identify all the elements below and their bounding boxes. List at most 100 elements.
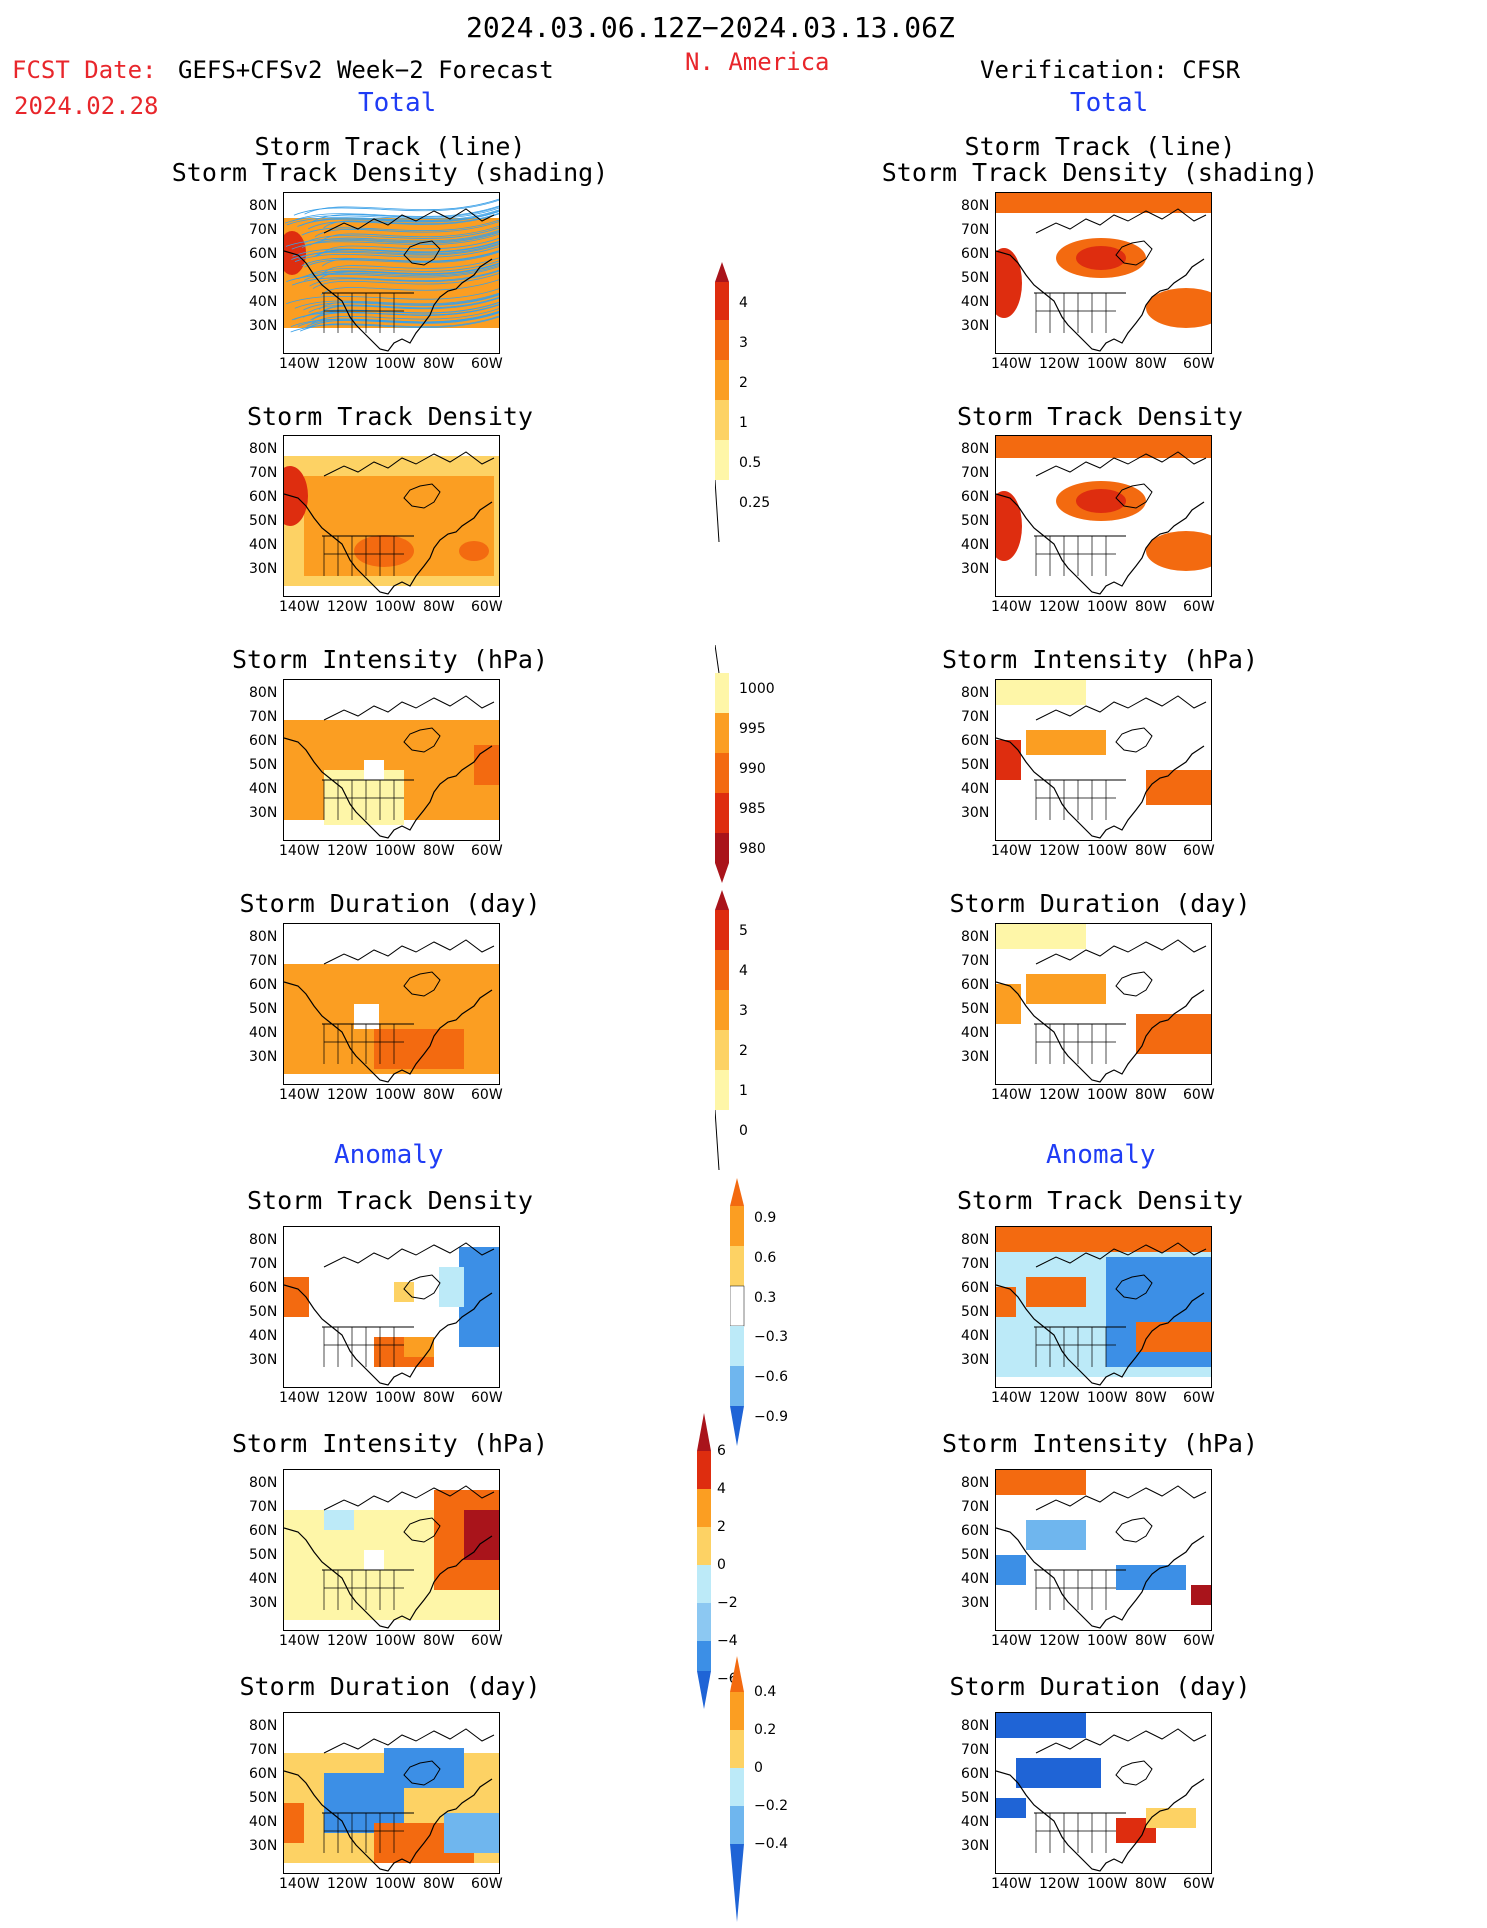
lat-tick-label: 80N [249, 441, 277, 457]
lat-tick-label: 80N [961, 929, 989, 945]
lat-tick-label: 70N [249, 953, 277, 969]
lon-tick-label: 120W [327, 1390, 368, 1406]
lat-tick-label: 60N [249, 489, 277, 505]
cbar-label: 1 [739, 415, 748, 431]
lon-tick-label: 120W [327, 1633, 368, 1649]
cbar-label: 0.5 [739, 455, 761, 471]
lon-tick-label: 80W [423, 1390, 455, 1406]
lon-tick-label: 100W [375, 1876, 416, 1892]
lat-tick-label: 60N [961, 1280, 989, 1296]
panel-title-intensity-anom-right: Storm Intensity (hPa) [900, 1429, 1300, 1458]
anomaly-left-label: Anomaly [334, 1142, 444, 1168]
cbar-label: 2 [739, 375, 748, 391]
lon-tick-label: 100W [1087, 1633, 1128, 1649]
cbar-label: 0.4 [754, 1684, 776, 1700]
lat-tick-label: 60N [961, 977, 989, 993]
lat-tick-label: 40N [961, 1328, 989, 1344]
lon-tick-label: 140W [991, 1390, 1032, 1406]
lat-tick-label: 50N [249, 1547, 277, 1563]
cbar-label: 6 [717, 1443, 726, 1459]
lat-tick-label: 60N [249, 246, 277, 262]
lon-tick-label: 120W [327, 1876, 368, 1892]
lon-tick-label: 80W [423, 1876, 455, 1892]
lat-tick-label: 40N [961, 781, 989, 797]
lon-tick-label: 80W [1135, 1633, 1167, 1649]
cbar-label: 0 [754, 1760, 763, 1776]
cbar-label: 980 [739, 841, 766, 857]
lat-tick-label: 70N [961, 222, 989, 238]
cbar-label: 1000 [739, 681, 775, 697]
lon-tick-label: 80W [1135, 356, 1167, 372]
lon-tick-label: 80W [423, 1087, 455, 1103]
map-panel [283, 1469, 500, 1631]
lon-tick-label: 120W [1039, 1087, 1080, 1103]
cbar-label: 990 [739, 761, 766, 777]
lon-tick-label: 140W [991, 599, 1032, 615]
lon-tick-label: 60W [471, 1876, 503, 1892]
lat-tick-label: 80N [249, 685, 277, 701]
lon-tick-label: 140W [279, 1087, 320, 1103]
cbar-label: −2 [717, 1595, 738, 1611]
cbar-label: 4 [717, 1481, 726, 1497]
lat-tick-label: 50N [961, 1790, 989, 1806]
lon-tick-label: 80W [423, 843, 455, 859]
map-panel [995, 1469, 1212, 1631]
lat-tick-label: 50N [961, 270, 989, 286]
lat-tick-label: 50N [961, 1304, 989, 1320]
lon-tick-label: 120W [1039, 1390, 1080, 1406]
cbar-label: −0.6 [754, 1369, 788, 1385]
lat-tick-label: 80N [249, 198, 277, 214]
map-shading [996, 924, 1211, 1084]
lat-tick-label: 40N [961, 1814, 989, 1830]
lat-tick-label: 80N [961, 1232, 989, 1248]
lon-tick-label: 60W [471, 1390, 503, 1406]
anomaly-right-label: Anomaly [1046, 1142, 1156, 1168]
lat-tick-label: 50N [249, 1001, 277, 1017]
lon-tick-label: 80W [1135, 1087, 1167, 1103]
lat-tick-label: 60N [249, 1523, 277, 1539]
lat-tick-label: 30N [249, 561, 277, 577]
lat-tick-label: 30N [961, 1352, 989, 1368]
map-shading [284, 924, 499, 1084]
lat-tick-label: 80N [249, 1718, 277, 1734]
lat-tick-label: 30N [961, 561, 989, 577]
map-panel [283, 923, 500, 1085]
lon-tick-label: 140W [991, 843, 1032, 859]
lon-tick-label: 60W [1183, 599, 1215, 615]
map-shading [996, 436, 1211, 596]
lat-tick-label: 40N [249, 1571, 277, 1587]
lat-tick-label: 60N [961, 489, 989, 505]
cbar-label: −0.2 [754, 1798, 788, 1814]
cbar-label: 2 [717, 1519, 726, 1535]
panel-title-intensity-left: Storm Intensity (hPa) [190, 645, 590, 674]
cbar-label: 4 [739, 963, 748, 979]
lon-tick-label: 60W [471, 356, 503, 372]
map-panel [995, 192, 1212, 354]
verification-label: Verification: CFSR [980, 58, 1240, 82]
lat-tick-label: 80N [961, 1475, 989, 1491]
lon-tick-label: 60W [471, 1633, 503, 1649]
lat-tick-label: 40N [249, 1814, 277, 1830]
lon-tick-label: 140W [279, 1633, 320, 1649]
lat-tick-label: 80N [249, 1475, 277, 1491]
lon-tick-label: 100W [375, 1087, 416, 1103]
lon-tick-label: 80W [1135, 1876, 1167, 1892]
map-panel [995, 1226, 1212, 1388]
lat-tick-label: 40N [961, 1025, 989, 1041]
lat-tick-label: 40N [249, 1025, 277, 1041]
lon-tick-label: 60W [1183, 1390, 1215, 1406]
lat-tick-label: 30N [961, 1049, 989, 1065]
cbar-label: 2 [739, 1043, 748, 1059]
lat-tick-label: 80N [961, 198, 989, 214]
panel-title-track-right-1: Storm Track (line) [900, 132, 1300, 161]
map-panel [995, 923, 1212, 1085]
lon-tick-label: 80W [423, 356, 455, 372]
panel-title-intensity-right: Storm Intensity (hPa) [900, 645, 1300, 674]
lon-tick-label: 100W [375, 843, 416, 859]
lon-tick-label: 80W [423, 599, 455, 615]
lat-tick-label: 40N [961, 1571, 989, 1587]
lon-tick-label: 140W [279, 1390, 320, 1406]
lat-tick-label: 70N [249, 465, 277, 481]
cbar-label: 995 [739, 721, 766, 737]
lon-tick-label: 80W [1135, 599, 1167, 615]
